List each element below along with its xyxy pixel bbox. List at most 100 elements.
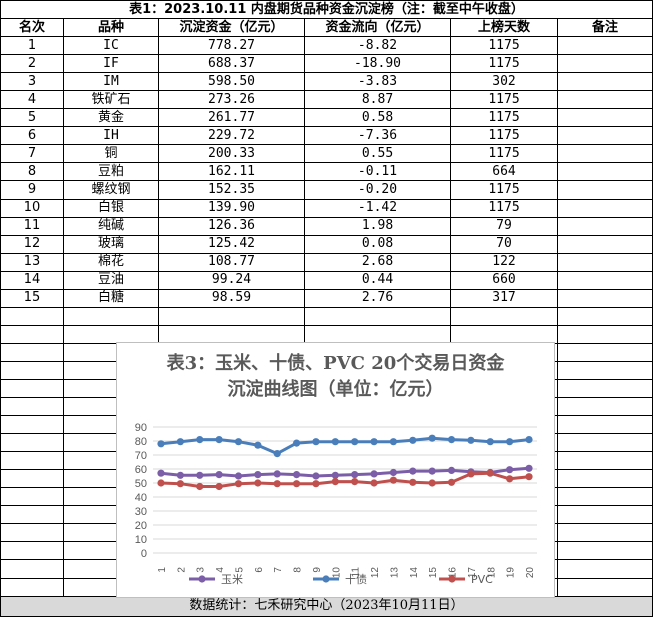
table-cell bbox=[0, 577, 64, 597]
data-point bbox=[409, 467, 417, 475]
table-cell: -7.36 bbox=[304, 126, 451, 146]
data-point bbox=[157, 440, 165, 448]
table-cell bbox=[557, 36, 653, 56]
data-point bbox=[196, 482, 204, 491]
table-row: 10 白银 139.90 -1.42 1175 bbox=[0, 198, 653, 218]
x-tick-label: 14 bbox=[409, 567, 420, 579]
data-point bbox=[525, 464, 533, 472]
table-cell bbox=[557, 469, 653, 489]
table-cell: 108.77 bbox=[158, 252, 305, 272]
data-point bbox=[196, 471, 204, 479]
data-point bbox=[428, 434, 436, 442]
data-point bbox=[447, 436, 456, 444]
table-cell: 660 bbox=[450, 270, 558, 290]
table-cell: 152.35 bbox=[158, 180, 305, 200]
data-point bbox=[389, 438, 398, 446]
table-cell bbox=[63, 324, 159, 344]
header-row: 名次 品种 沉淀资金（亿元） 资金流向（亿元） 上榜天数 备注 bbox=[0, 18, 653, 38]
table-cell: -3.83 bbox=[304, 72, 451, 92]
x-tick-label: 18 bbox=[486, 567, 497, 579]
data-point bbox=[254, 471, 262, 479]
x-tick-label: 6 bbox=[254, 567, 265, 573]
data-point bbox=[292, 471, 301, 479]
table-cell bbox=[557, 541, 653, 561]
table-cell: 纯碱 bbox=[63, 216, 159, 236]
data-point bbox=[486, 469, 494, 477]
data-point bbox=[234, 480, 243, 488]
data-point bbox=[389, 468, 398, 477]
data-point bbox=[215, 471, 223, 479]
table-cell bbox=[557, 487, 653, 507]
x-tick-label: 17 bbox=[467, 567, 478, 579]
x-tick-label: 7 bbox=[273, 567, 284, 573]
table-cell: 261.77 bbox=[158, 108, 305, 128]
table-cell: 7 bbox=[0, 144, 64, 164]
table-cell bbox=[450, 306, 558, 326]
table-cell: 273.26 bbox=[158, 90, 305, 110]
x-tick-label: 10 bbox=[331, 567, 342, 579]
table-cell: 0.58 bbox=[304, 108, 451, 128]
table-cell bbox=[63, 306, 159, 326]
table-cell bbox=[557, 126, 653, 146]
table-cell: 3 bbox=[0, 72, 64, 92]
data-point bbox=[234, 472, 243, 480]
data-point bbox=[312, 438, 320, 446]
x-tick-label: 3 bbox=[196, 567, 207, 573]
footer-source: 数据统计：七禾研究中心（2023年10月11日） bbox=[0, 595, 653, 617]
table-cell: 317 bbox=[450, 288, 558, 308]
table-cell: 1175 bbox=[450, 198, 558, 218]
legend-label: PVC bbox=[471, 573, 493, 586]
data-point bbox=[486, 438, 494, 446]
data-point bbox=[506, 466, 514, 474]
x-tick-label: 13 bbox=[389, 567, 400, 579]
table-cell: 2.68 bbox=[304, 252, 451, 272]
data-point bbox=[176, 480, 184, 488]
data-point bbox=[525, 436, 533, 444]
table-cell: -0.20 bbox=[304, 180, 451, 200]
column-header: 沉淀资金（亿元） bbox=[158, 18, 305, 38]
table-row: 12 玻璃 125.42 0.08 70 bbox=[0, 234, 653, 254]
table-cell: -18.90 bbox=[304, 54, 451, 74]
table-cell: 9 bbox=[0, 180, 64, 200]
data-point bbox=[331, 471, 339, 479]
data-point bbox=[351, 478, 359, 486]
table-cell: 5 bbox=[0, 108, 64, 128]
table-cell bbox=[557, 162, 653, 182]
table-cell bbox=[557, 342, 653, 362]
table-cell: 15 bbox=[0, 288, 64, 308]
table-cell bbox=[557, 360, 653, 380]
y-tick-label: 50 bbox=[135, 478, 147, 490]
x-tick-label: 4 bbox=[215, 567, 226, 573]
table-cell bbox=[557, 234, 653, 254]
table-cell bbox=[0, 505, 64, 525]
table-cell bbox=[557, 559, 653, 579]
table-cell: IH bbox=[63, 126, 159, 146]
table-cell: 13 bbox=[0, 252, 64, 272]
data-point bbox=[467, 470, 475, 478]
table-cell bbox=[0, 397, 64, 417]
table-cell: 2.76 bbox=[304, 288, 451, 308]
data-point bbox=[331, 438, 339, 446]
table-cell: 2 bbox=[0, 54, 64, 74]
data-point bbox=[157, 469, 165, 477]
legend-label: 十债 bbox=[345, 572, 367, 586]
data-point bbox=[273, 470, 281, 478]
table-row: 6 IH 229.72 -7.36 1175 bbox=[0, 126, 653, 146]
table-cell bbox=[557, 54, 653, 74]
column-header: 名次 bbox=[0, 18, 64, 38]
table-cell: 10 bbox=[0, 198, 64, 218]
table-row: 2 IF 688.37 -18.90 1175 bbox=[0, 54, 653, 74]
table-cell: 664 bbox=[450, 162, 558, 182]
table-row: 1 IC 778.27 -8.82 1175 bbox=[0, 36, 653, 56]
table-cell bbox=[158, 324, 305, 344]
table-cell: 豆粕 bbox=[63, 162, 159, 182]
data-point bbox=[254, 441, 262, 449]
table-cell bbox=[0, 378, 64, 399]
table-cell: 229.72 bbox=[158, 126, 305, 146]
table-cell bbox=[0, 360, 64, 380]
table-cell: -1.42 bbox=[304, 198, 451, 218]
table-cell bbox=[158, 306, 305, 326]
x-tick-label: 5 bbox=[234, 567, 245, 573]
table-cell bbox=[0, 451, 64, 471]
